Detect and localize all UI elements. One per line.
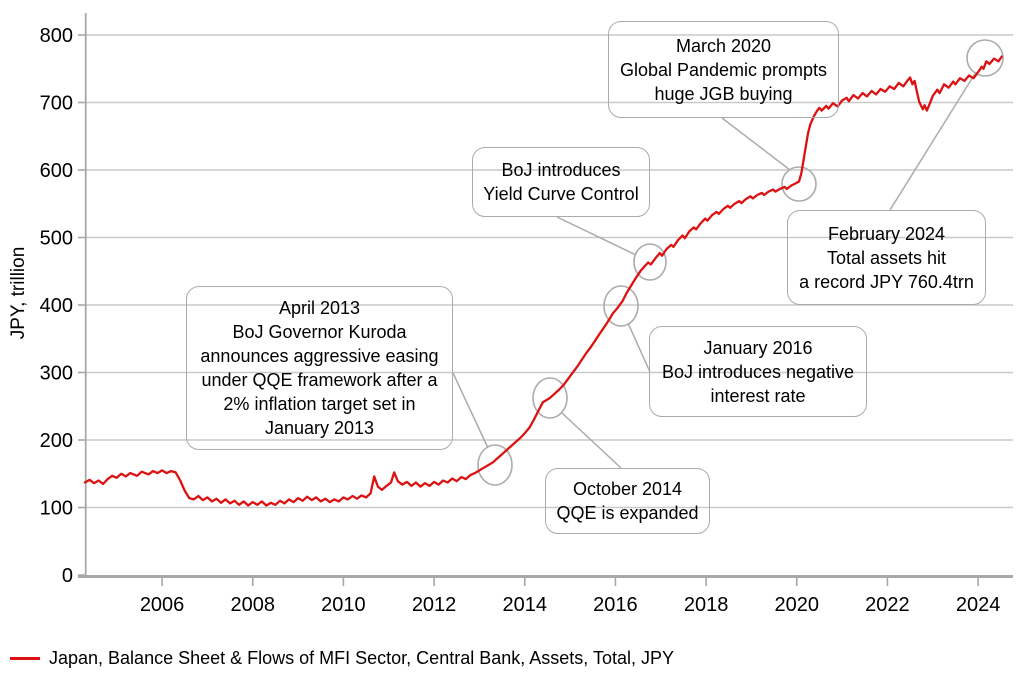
x-tick-label: 2020 <box>775 594 820 616</box>
event-circle-ycc-2016 <box>633 243 667 281</box>
event-circle-april-2013 <box>477 444 513 486</box>
legend-label: Japan, Balance Sheet & Flows of MFI Sect… <box>49 647 674 668</box>
y-axis-title: JPY, trillion <box>8 247 29 340</box>
x-tick-label: 2024 <box>956 594 1001 616</box>
x-tick-label: 2018 <box>684 594 729 616</box>
x-tick-label: 2014 <box>502 594 547 616</box>
event-circle-february-2024 <box>966 39 1004 77</box>
y-tick-label: 400 <box>40 295 73 317</box>
series-layer <box>83 55 1003 507</box>
annotation-connector-march-2020 <box>721 117 791 171</box>
annotation-connector-october-2014 <box>561 412 622 469</box>
y-tick-label: 800 <box>40 25 73 47</box>
event-circle-march-2020 <box>781 166 817 202</box>
x-tick-label: 2016 <box>593 594 638 616</box>
legend: Japan, Balance Sheet & Flows of MFI Sect… <box>10 644 674 672</box>
y-tick-label: 100 <box>40 498 73 520</box>
annotation-callout-april-2013: April 2013 BoJ Governor Kuroda announces… <box>186 286 453 450</box>
event-circle-october-2014 <box>532 377 568 419</box>
annotation-marker-layer <box>452 39 1004 486</box>
series-line <box>83 55 1003 507</box>
grid-layer <box>85 34 1013 509</box>
y-tick-label: 600 <box>40 160 73 182</box>
annotation-callout-ycc-2016: BoJ introduces Yield Curve Control <box>472 147 650 217</box>
y-tick-label: 300 <box>40 363 73 385</box>
axis-layer: 0 100 200 300 400 500 600 700 800 2006 2008 2010 201… <box>40 13 1013 616</box>
x-tick-label: 2006 <box>140 594 185 616</box>
annotation-callout-march-2020: March 2020 Global Pandemic prompts huge … <box>608 21 839 118</box>
y-tick-label: 200 <box>40 430 73 452</box>
annotation-callout-january-2016: January 2016 BoJ introduces negative int… <box>649 326 867 417</box>
y-tick-label: 500 <box>40 228 73 250</box>
y-tick-label: 700 <box>40 93 73 115</box>
x-tick-label: 2012 <box>412 594 457 616</box>
x-tick-label: 2008 <box>230 594 275 616</box>
event-circle-january-2016 <box>603 285 639 327</box>
y-tick-label: 0 <box>62 565 73 587</box>
annotation-connector-january-2016 <box>627 322 651 373</box>
x-tick-label: 2022 <box>865 594 910 616</box>
x-tick-label: 2010 <box>321 594 366 616</box>
legend-line-marker <box>10 656 40 660</box>
annotation-callout-february-2024: February 2024 Total assets hit a record … <box>787 210 986 305</box>
annotation-connector-april-2013 <box>452 372 489 449</box>
annotation-callout-october-2014: October 2014 QQE is expanded <box>545 468 710 534</box>
annotation-connector-ycc-2016 <box>556 216 637 256</box>
annotation-connector-february-2024 <box>889 71 977 211</box>
